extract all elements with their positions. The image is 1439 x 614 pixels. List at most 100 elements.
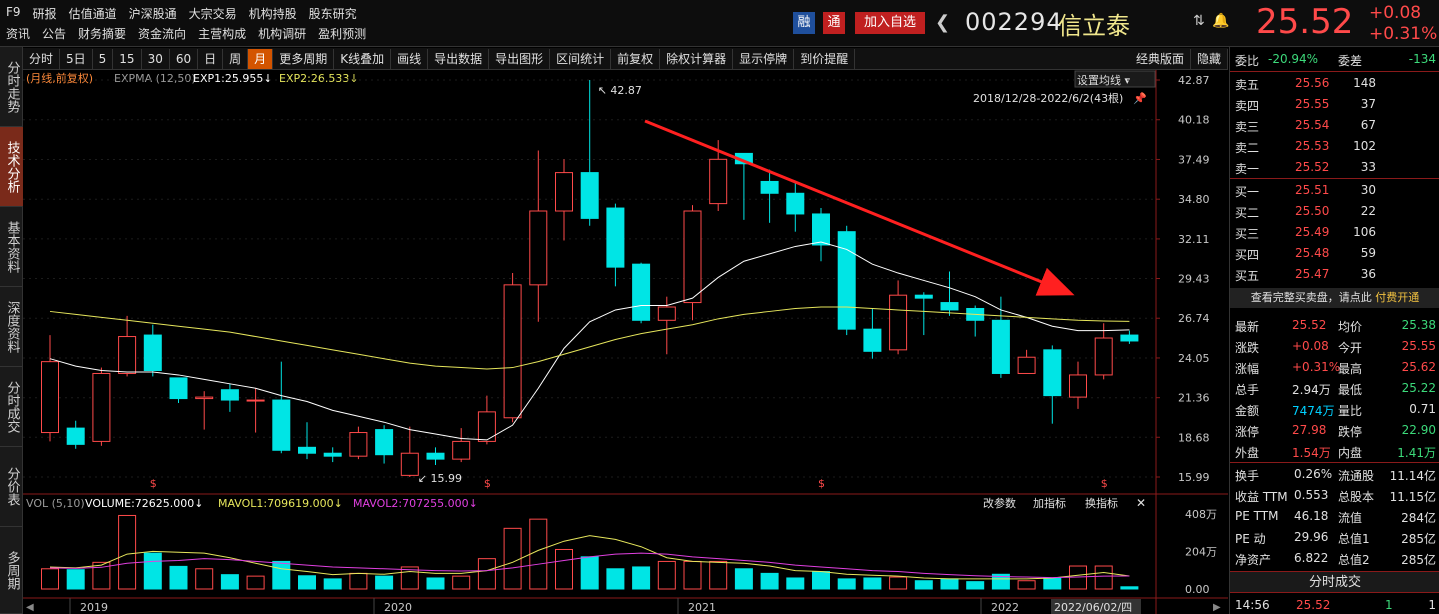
dividend-marker[interactable]: $	[1101, 477, 1108, 490]
candle-body[interactable]	[298, 446, 316, 454]
volume-bar[interactable]	[734, 568, 753, 590]
volume-bar[interactable]	[118, 514, 137, 590]
add-watchlist-button[interactable]: 加入自选	[855, 12, 925, 34]
volume-bar[interactable]	[889, 576, 908, 590]
candle-body[interactable]	[118, 336, 137, 374]
volume-bar[interactable]	[786, 577, 805, 590]
toolbar-item[interactable]: 30	[142, 48, 170, 69]
volume-bar[interactable]	[1043, 577, 1062, 590]
volume-bar[interactable]	[632, 566, 651, 590]
sidebar-tab[interactable]: 分价表	[0, 447, 23, 527]
volume-bar[interactable]	[863, 577, 882, 590]
sidebar-tab[interactable]: 深度资料	[0, 287, 23, 367]
candle-body[interactable]	[143, 334, 162, 372]
vol-pane-button[interactable]: 改参数	[983, 496, 1016, 510]
volume-bar[interactable]	[760, 572, 779, 590]
candle-body[interactable]	[169, 377, 188, 400]
candle-body[interactable]	[837, 231, 856, 330]
full-book-link[interactable]: 查看完整买卖盘，请点此 付费开通	[1230, 288, 1439, 308]
tick-section-title[interactable]: 分时成交	[1230, 571, 1439, 593]
candle-body[interactable]	[863, 328, 882, 352]
volume-bar[interactable]	[1094, 565, 1113, 590]
volume-bar[interactable]	[349, 572, 368, 590]
sidebar-tab[interactable]: 分时走势	[0, 47, 23, 127]
volume-bar[interactable]	[323, 578, 342, 590]
toolbar-item[interactable]: 到价提醒	[794, 48, 856, 69]
candle-body[interactable]	[555, 172, 573, 212]
set-ma-button[interactable]	[1074, 70, 1156, 88]
menu-item[interactable]: 沪深股通	[128, 7, 177, 21]
toolbar-item[interactable]: 分时	[23, 48, 61, 69]
volume-bar[interactable]	[298, 575, 316, 590]
dividend-marker[interactable]: $	[818, 477, 825, 490]
menu-item[interactable]: 股东研究	[308, 7, 357, 21]
menu-item[interactable]: F9	[6, 5, 21, 19]
volume-bar[interactable]	[1120, 586, 1139, 590]
menu-item[interactable]: 估值通道	[68, 7, 117, 21]
volume-bar[interactable]	[529, 518, 548, 590]
volume-bar[interactable]	[272, 560, 291, 590]
candle-body[interactable]	[529, 210, 548, 286]
candle-body[interactable]	[375, 429, 394, 456]
candle-body[interactable]	[246, 399, 265, 402]
candle-body[interactable]	[889, 294, 908, 351]
volume-bar[interactable]	[143, 552, 162, 590]
vol-pane-button[interactable]: 换指标	[1085, 496, 1118, 510]
toolbar-item[interactable]: 更多周期	[273, 48, 335, 69]
menu-item[interactable]: 盈利预测	[318, 27, 367, 41]
volume-bar[interactable]	[1017, 580, 1036, 590]
candle-body[interactable]	[786, 192, 805, 215]
dividend-marker[interactable]: $	[150, 477, 157, 490]
toolbar-item[interactable]: 导出数据	[428, 48, 490, 69]
candle-body[interactable]	[1120, 334, 1139, 342]
menu-item[interactable]: 主营构成	[198, 27, 247, 41]
toolbar-item[interactable]: 周	[223, 48, 249, 69]
scroll-right-icon[interactable]: ▶	[1213, 602, 1221, 613]
candle-body[interactable]	[66, 427, 85, 445]
toolbar-item[interactable]: 15	[113, 48, 142, 69]
toolbar-item[interactable]: 经典版面	[1130, 48, 1191, 69]
candle-body[interactable]	[195, 396, 214, 400]
volume-bar[interactable]	[606, 568, 625, 590]
toolbar-item[interactable]: 隐藏	[1191, 48, 1228, 69]
menu-item[interactable]: 机构持股	[248, 7, 297, 21]
margin-badge[interactable]: 融	[793, 12, 815, 34]
sidebar-tab[interactable]: 分时成交	[0, 367, 23, 447]
pay-open-link[interactable]: 付费开通	[1371, 291, 1420, 304]
dividend-marker[interactable]: $	[484, 477, 491, 490]
full-book-text[interactable]: 查看完整买卖盘，请点此	[1250, 291, 1372, 304]
candle-body[interactable]	[503, 284, 522, 419]
volume-bar[interactable]	[246, 575, 265, 590]
candle-body[interactable]	[580, 172, 599, 219]
toolbar-item[interactable]: 导出图形	[489, 48, 551, 69]
toolbar-item[interactable]: 月	[248, 48, 274, 69]
candle-body[interactable]	[41, 361, 59, 434]
toolbar-item[interactable]: 5日	[60, 48, 93, 69]
candle-body[interactable]	[657, 306, 676, 321]
candle-body[interactable]	[991, 319, 1010, 374]
menu-item[interactable]: 研报	[32, 7, 57, 21]
candle-body[interactable]	[940, 302, 959, 311]
toolbar-item[interactable]: 日	[198, 48, 224, 69]
candle-body[interactable]	[426, 452, 445, 460]
volume-bar[interactable]	[683, 560, 702, 590]
toolbar-item[interactable]: K线叠加	[334, 48, 392, 69]
volume-bar[interactable]	[503, 527, 522, 590]
toolbar-item[interactable]: 画线	[391, 48, 429, 69]
volume-bar[interactable]	[41, 568, 59, 590]
volume-bar[interactable]	[991, 573, 1010, 590]
volume-bar[interactable]	[92, 561, 111, 590]
volume-bar[interactable]	[580, 556, 599, 590]
candle-body[interactable]	[1017, 356, 1036, 374]
sidebar-tab[interactable]: 技术分析	[0, 127, 23, 207]
candle-body[interactable]	[709, 158, 728, 205]
volume-bar[interactable]	[169, 565, 188, 590]
volume-bar[interactable]	[555, 548, 573, 590]
sidebar-tab[interactable]: 多周期	[0, 527, 23, 614]
volume-bar[interactable]	[812, 571, 830, 590]
volume-bar[interactable]	[220, 574, 239, 590]
sort-icon[interactable]: ⇅	[1193, 13, 1205, 29]
volume-bar[interactable]	[426, 577, 445, 590]
toolbar-item[interactable]: 5	[93, 48, 114, 69]
menu-item[interactable]: 公告	[42, 27, 67, 41]
